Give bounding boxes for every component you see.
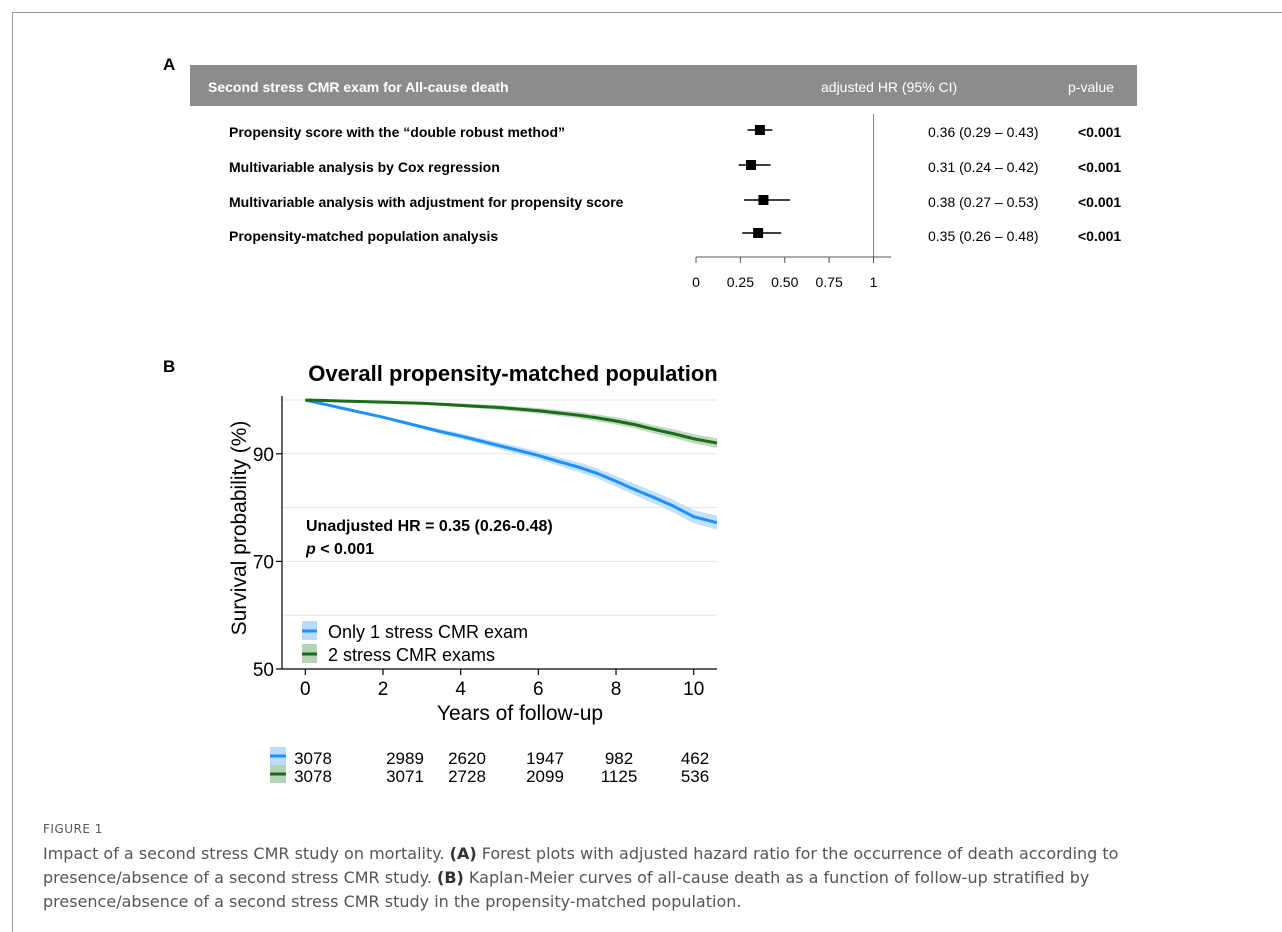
forest-point-estimate [753,228,764,238]
km-annotation-p: p < 0.001 [305,541,374,558]
km-y-tick-label: 50 [253,660,274,681]
km-series-line [304,398,718,525]
caption-text-b: Kaplan-Meier curves of all-cause death a… [43,868,1090,911]
km-annotation-p-value: < 0.001 [316,541,374,558]
caption-text-a: Forest plots with adjusted hazard ratio … [43,844,1119,887]
forest-point-estimate [746,160,757,170]
km-x-tick-label: 10 [683,679,704,700]
forest-row-label: Multivariable analysis with adjustment f… [229,194,624,210]
km-title: Overall propensity-matched population [308,361,718,386]
forest-row-p-value: <0.001 [1078,228,1122,244]
km-x-tick-label: 2 [378,679,389,700]
risk-table-count: 1125 [601,767,638,786]
risk-table-count: 462 [681,749,709,768]
km-x-tick-label: 6 [533,679,544,700]
km-y-tick-label: 90 [253,445,274,466]
km-confidence-band [305,400,717,530]
forest-x-tick-label: 0 [692,274,700,290]
forest-header-title: Second stress CMR exam for All-cause dea… [208,79,509,95]
caption-label-b: (B) [437,868,464,887]
km-x-tick-label: 0 [300,679,311,700]
km-y-axis-label: Survival probability (%) [228,421,251,636]
forest-row-p-value: <0.001 [1078,194,1122,210]
risk-table-count: 2728 [448,767,486,786]
figure-frame [12,12,1282,932]
km-x-axis-label: Years of follow-up [437,702,603,725]
forest-x-tick-label: 0.25 [727,274,754,290]
forest-x-tick-label: 1 [870,274,878,290]
forest-x-tick-label: 0.75 [816,274,843,290]
risk-table-count: 2099 [526,767,564,786]
km-plot: Overall propensity-matched population Su… [228,361,718,786]
forest-header-hr-column: adjusted HR (95% CI) [821,79,958,95]
forest-header-p-column: p-value [1068,79,1114,95]
km-annotation-hr: Unadjusted HR = 0.35 (0.26-0.48) [306,518,553,535]
forest-row-ci: 0.31 (0.24 – 0.42) [928,159,1039,175]
risk-table-count: 1947 [526,749,564,768]
km-x-tick-label: 4 [455,679,466,700]
forest-row-label: Propensity-matched population analysis [229,228,499,244]
km-series-line [305,398,718,445]
forest-point-estimate [754,125,765,135]
km-y-tick-label: 70 [253,552,274,573]
forest-row-ci: 0.38 (0.27 – 0.53) [928,194,1039,210]
caption-label-a: (A) [449,844,477,863]
risk-table-count: 536 [681,767,709,786]
panel-b-letter: B [163,357,176,376]
risk-table-count: 3071 [386,767,424,786]
km-x-tick-label: 8 [611,679,622,700]
risk-table-count: 3078 [294,749,332,768]
forest-plot: 0 0.25 0.50 0.75 1 [692,114,892,290]
forest-row-p-value: <0.001 [1078,159,1122,175]
forest-row-label: Multivariable analysis by Cox regression [229,159,500,175]
figure-caption: Impact of a second stress CMR study on m… [43,842,1233,914]
risk-table-count: 982 [605,749,633,768]
panel-a-letter: A [163,55,176,74]
forest-row-label: Propensity score with the “double robust… [229,124,566,140]
forest-row-ci: 0.36 (0.29 – 0.43) [928,124,1039,140]
caption-intro: Impact of a second stress CMR study on m… [43,844,450,863]
risk-table-count: 3078 [294,767,332,786]
km-legend-label-2: 2 stress CMR exams [328,645,495,665]
forest-header: Second stress CMR exam for All-cause dea… [190,65,1137,106]
figure-label: FIGURE 1 [43,822,103,836]
km-legend-label-1: Only 1 stress CMR exam [328,622,528,642]
forest-point-estimate [758,195,769,205]
km-annotation-p-symbol: p [305,541,316,558]
risk-table-count: 2620 [448,749,486,768]
risk-table-count: 2989 [386,749,424,768]
forest-row-p-value: <0.001 [1078,124,1122,140]
forest-row-ci: 0.35 (0.26 – 0.48) [928,228,1039,244]
forest-x-tick-label: 0.50 [771,274,798,290]
